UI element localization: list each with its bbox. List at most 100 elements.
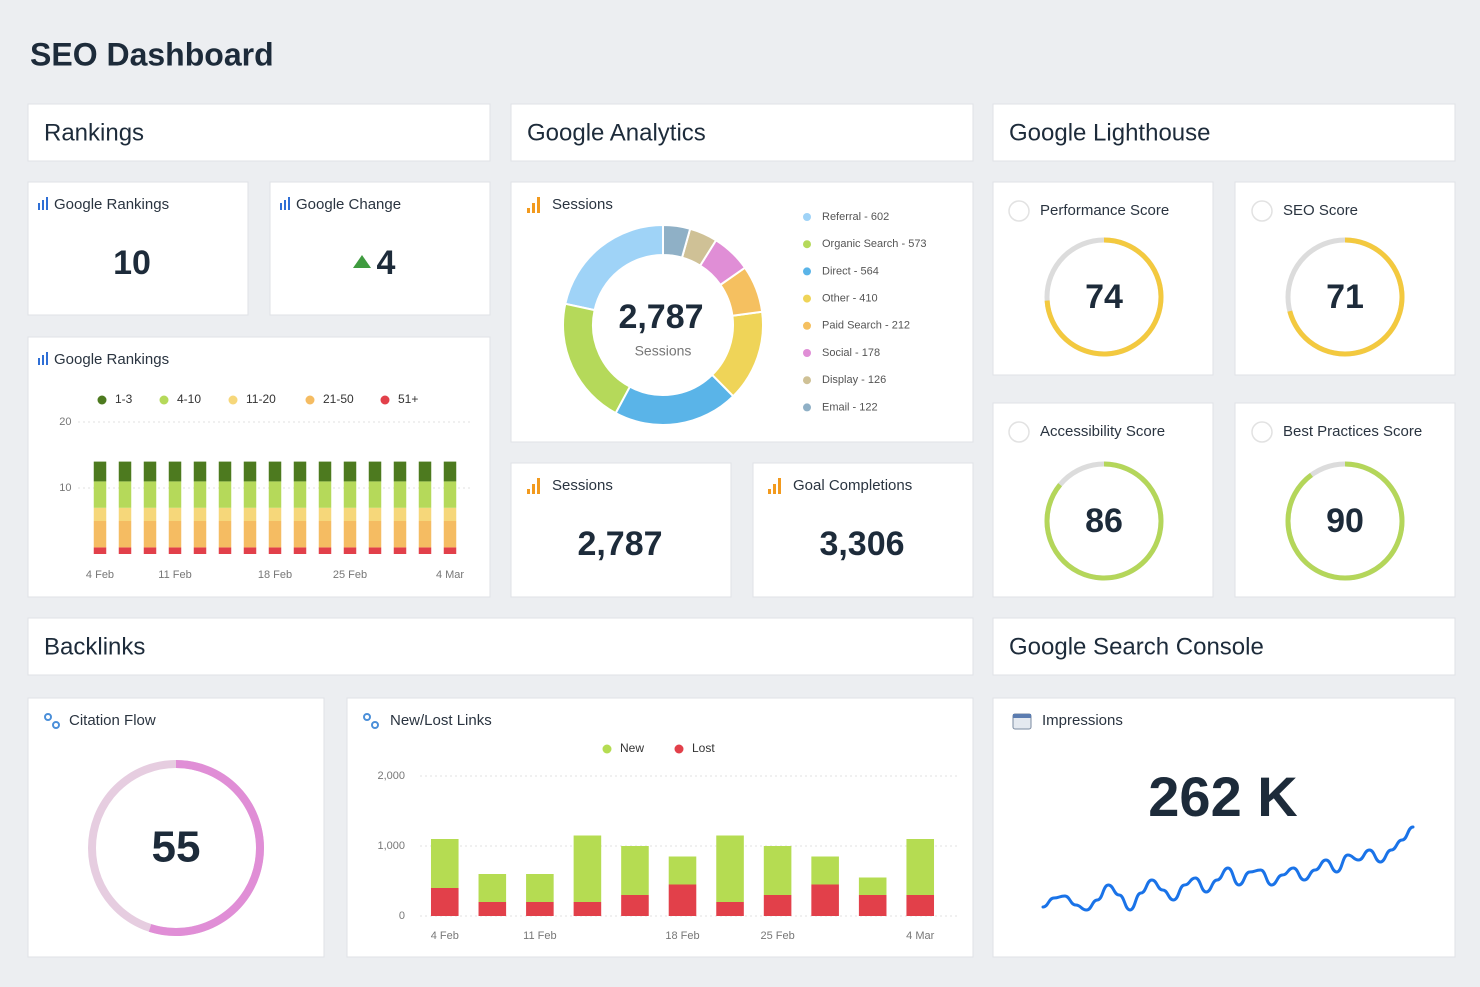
legend-label: 51+ [398, 392, 418, 406]
chart-title: Citation Flow [69, 712, 156, 729]
stat-label: Goal Completions [793, 477, 912, 494]
legend-label: 21-50 [323, 392, 354, 406]
gauge-card [992, 181, 1214, 376]
bar-segment [443, 547, 457, 554]
score-icon [1251, 421, 1273, 443]
legend-label: New [620, 741, 644, 755]
gauge-card [992, 402, 1214, 598]
legend-swatch [803, 267, 811, 276]
bar-segment [443, 507, 457, 521]
bar-segment [193, 521, 207, 548]
x-tick-label: 4 Mar [906, 930, 934, 942]
bar-segment [343, 507, 357, 521]
gauge-arc [1044, 237, 1164, 357]
bar-segment [716, 902, 744, 916]
legend-label: Paid Search - 212 [822, 320, 910, 332]
bar-segment [243, 461, 257, 482]
legend-swatch [305, 395, 315, 405]
stat-label: Google Change [296, 196, 401, 213]
legend-label: Other - 410 [822, 293, 878, 305]
y-tick-label: 0 [399, 910, 405, 922]
stat-label: Impressions [1042, 712, 1123, 729]
x-tick-label: 11 Feb [158, 569, 191, 581]
bar-segment [218, 521, 232, 548]
bar-segment [811, 884, 839, 916]
bar-segment [478, 874, 507, 902]
bar-segment [763, 846, 792, 895]
chart-title: Google Rankings [54, 351, 169, 368]
gauge-title: Best Practices Score [1283, 423, 1422, 440]
bar-segment [268, 547, 282, 554]
bar-segment [368, 547, 382, 554]
bar-segment [118, 481, 132, 508]
legend-swatch [803, 240, 811, 249]
bar-segment [343, 461, 357, 482]
bar-segment [193, 507, 207, 521]
legend-label: 4-10 [177, 392, 201, 406]
x-tick-label: 18 Feb [258, 569, 292, 581]
bar-segment [218, 461, 232, 482]
legend-label: Social - 178 [822, 347, 880, 359]
gauge-arc [1287, 237, 1405, 357]
cards [27, 103, 1456, 958]
bar-segment [478, 902, 507, 916]
bar-segment [118, 461, 132, 482]
gauge-value: 74 [1085, 278, 1123, 316]
gauge-card [27, 697, 325, 958]
legend-swatch [803, 376, 811, 385]
bar-segment [418, 507, 432, 521]
bar-segment [143, 507, 157, 521]
x-tick-label: 4 Feb [431, 930, 459, 942]
bar-segment [526, 874, 554, 902]
bar-segment [368, 507, 382, 521]
bar-segment [621, 895, 649, 916]
bar-segment [318, 547, 332, 554]
bar-segment [368, 461, 382, 482]
chart-card [346, 697, 974, 958]
legend-swatch [602, 744, 612, 754]
bar-segment [763, 895, 792, 916]
bar-segment [858, 877, 887, 895]
bar-segment [193, 547, 207, 554]
bar-segment [118, 521, 132, 548]
legend-label: 11-20 [246, 392, 276, 406]
bar-segment [143, 461, 157, 482]
bar-segment [193, 461, 207, 482]
legend-swatch [228, 395, 238, 405]
bar-segment [526, 902, 554, 916]
bar-segment [430, 839, 459, 888]
stat-value: 3,306 [819, 525, 904, 563]
bar-segment [668, 884, 697, 916]
bar-segment [168, 547, 182, 554]
y-tick-label: 10 [59, 482, 71, 494]
legend-label: Organic Search - 573 [822, 238, 927, 250]
bar-segment [418, 521, 432, 548]
header-card [992, 103, 1456, 162]
y-tick-label: 20 [59, 416, 71, 428]
bar-segment [168, 507, 182, 521]
gauge-value: 55 [152, 823, 201, 872]
bar-segment [243, 507, 257, 521]
stat-value: 2,787 [577, 525, 662, 563]
legend-label: Display - 126 [822, 374, 886, 386]
header-card [27, 617, 974, 676]
up-arrow [353, 255, 371, 268]
bar-segment [368, 521, 382, 548]
page-title: SEO Dashboard [30, 36, 274, 72]
stat-card [510, 462, 732, 598]
x-tick-label: 25 Feb [760, 930, 794, 942]
bar-segment [93, 521, 107, 548]
bar-segment [368, 481, 382, 508]
bar-segment [443, 461, 457, 482]
score-icon [1008, 421, 1030, 443]
bar-segment [393, 461, 407, 482]
gauge-arc [1285, 461, 1405, 581]
bar-segment [218, 481, 232, 508]
bar-segment [243, 481, 257, 508]
bar-icon [38, 352, 48, 365]
bar-icon [280, 197, 290, 210]
x-tick-label: 25 Feb [333, 569, 367, 581]
bar-segment [268, 521, 282, 548]
bar-segment [393, 481, 407, 508]
bar-segment [716, 835, 744, 902]
